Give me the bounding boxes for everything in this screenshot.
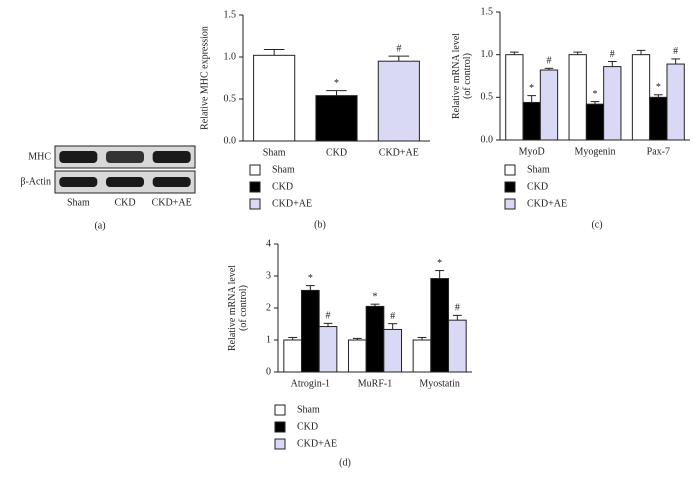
bar (603, 66, 622, 141)
blot-band (59, 177, 98, 187)
legend-swatch (249, 164, 261, 176)
legend-label: CKD (527, 181, 548, 192)
blot-band (106, 177, 144, 187)
significance-marker: # (326, 311, 331, 322)
blot-band (152, 151, 191, 163)
legend-label: CKD+AE (527, 198, 567, 209)
x-tick-label: CKD (114, 197, 135, 208)
bar (649, 96, 668, 141)
significance-marker: * (373, 291, 378, 302)
x-tick-label: Myostatin (419, 378, 460, 389)
bar (412, 339, 432, 373)
significance-marker: # (546, 56, 551, 67)
legend-swatch (249, 198, 261, 210)
bar (383, 328, 403, 373)
significance-marker: * (334, 78, 339, 89)
bar (539, 69, 559, 141)
x-tick-label: MyoD (519, 146, 545, 157)
bar (300, 289, 320, 373)
x-tick-label: Myogenin (574, 146, 615, 157)
x-tick-label: CKD (326, 147, 347, 158)
significance-marker: # (390, 311, 395, 322)
legend-label: CKD (297, 421, 318, 432)
legend-label: CKD (272, 181, 293, 192)
y-tick-label: 1 (266, 334, 271, 345)
y-axis-label: Relative mRNA level (227, 265, 238, 351)
bar (365, 305, 385, 373)
significance-marker: * (593, 89, 598, 100)
y-axis-label: Relative MHC expression (199, 26, 210, 130)
y-axis-label: Relative mRNA level (451, 33, 462, 119)
significance-marker: * (308, 273, 313, 284)
x-tick-label: CKD+AE (379, 147, 419, 158)
blot-row-label: β-Actin (20, 176, 51, 187)
y-tick-label: 3 (266, 270, 271, 281)
panel-label: (a) (94, 220, 105, 231)
y-tick-label: 1.5 (224, 9, 237, 20)
panel-label: (c) (591, 219, 602, 230)
x-tick-label: Sham (263, 147, 286, 158)
bar (253, 54, 296, 142)
x-tick-label: Atrogin-1 (291, 378, 330, 389)
panel-label: (d) (339, 457, 351, 468)
y-tick-label: 0 (266, 366, 271, 377)
x-tick-label: Sham (67, 197, 90, 208)
bar (522, 101, 541, 141)
significance-marker: # (610, 49, 615, 60)
legend-swatch (274, 438, 286, 450)
legend-label: Sham (527, 164, 550, 175)
y-tick-label: 1.5 (481, 6, 494, 17)
x-tick-label: CKD+AE (152, 197, 192, 208)
significance-marker: # (396, 43, 401, 54)
legend-swatch (274, 421, 286, 433)
y-tick-label: 0.0 (224, 135, 237, 146)
legend-label: Sham (272, 164, 295, 175)
significance-marker: * (656, 82, 661, 93)
significance-marker: * (529, 83, 534, 94)
blot-band (152, 177, 191, 187)
blot-row-label: MHC (28, 151, 51, 162)
legend-swatch (504, 181, 516, 193)
panel-label: (b) (314, 219, 326, 230)
bar (430, 278, 450, 373)
legend-swatch (504, 198, 516, 210)
bar (315, 95, 358, 142)
y-tick-label: 0.5 (481, 92, 494, 103)
x-tick-label: MuRF-1 (358, 378, 392, 389)
legend-swatch (504, 164, 516, 176)
significance-marker: # (455, 303, 460, 314)
y-axis-label: (of control) (238, 285, 249, 331)
bar (631, 54, 651, 141)
y-tick-label: 0.5 (224, 93, 237, 104)
bar (505, 54, 524, 141)
bar (585, 103, 605, 141)
blot-band (59, 151, 98, 163)
bar (347, 339, 367, 373)
legend-swatch (274, 404, 286, 416)
bar (568, 54, 587, 141)
x-tick-label: Pax-7 (647, 146, 670, 157)
legend-label: CKD+AE (297, 438, 337, 449)
legend-label: Sham (297, 404, 320, 415)
significance-marker: # (673, 46, 678, 57)
bar (448, 319, 467, 373)
y-axis-label: (of control) (462, 53, 473, 99)
legend-label: CKD+AE (272, 198, 312, 209)
bar (666, 63, 685, 141)
legend-swatch (249, 181, 261, 193)
y-tick-label: 1.0 (224, 51, 237, 62)
blot-band (106, 151, 144, 163)
bar (377, 60, 420, 142)
y-tick-label: 1.0 (481, 49, 494, 60)
significance-marker: * (437, 258, 442, 269)
y-tick-label: 0.0 (481, 134, 494, 145)
bar (318, 326, 338, 373)
y-tick-label: 2 (266, 302, 271, 313)
bar (283, 339, 302, 373)
y-tick-label: 4 (266, 238, 271, 249)
